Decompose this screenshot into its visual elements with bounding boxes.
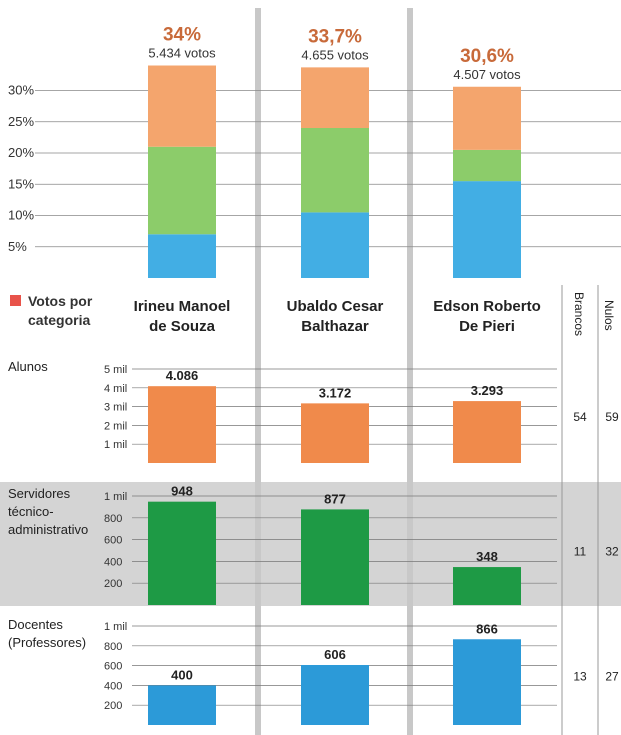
bar (301, 509, 369, 605)
nulos-value: 32 (605, 545, 619, 559)
total-percent-label: 33,7% (308, 26, 362, 47)
candidate-name: Ubaldo Cesar (287, 298, 384, 315)
y-tick-label: 400 (104, 680, 122, 692)
bar (453, 401, 521, 463)
y-tick-label: 600 (104, 535, 122, 547)
candidate-name: Edson Roberto (433, 298, 541, 315)
category-label: (Professores) (8, 635, 86, 650)
bar-value-label: 400 (171, 667, 193, 682)
y-tick-label: 600 (104, 661, 122, 673)
y-tick-label: 4 mil (104, 383, 127, 395)
brancos-value: 13 (573, 670, 587, 684)
stacked-bar-segment (301, 128, 369, 213)
nulos-value: 27 (605, 670, 619, 684)
bar (301, 403, 369, 463)
stacked-bar-segment (301, 67, 369, 128)
legend-label: Votos por (28, 293, 93, 309)
brancos-value: 54 (573, 410, 587, 424)
bar (148, 386, 216, 463)
stacked-bar-segment (148, 146, 216, 235)
bar (453, 639, 521, 725)
stacked-bar-segment (301, 212, 369, 278)
bar-value-label: 3.293 (471, 383, 504, 398)
legend-label: categoria (28, 312, 90, 328)
y-tick-label: 200 (104, 578, 122, 590)
y-tick-label: 200 (104, 700, 122, 712)
stacked-bar-segment (453, 86, 521, 150)
brancos-header: Brancos (572, 292, 586, 336)
category-label: Servidores (8, 486, 71, 501)
y-tick-label: 1 mil (104, 439, 127, 451)
stacked-bar-segment (148, 234, 216, 278)
candidate-name: Irineu Manoel (134, 298, 231, 315)
bar-value-label: 877 (324, 491, 346, 506)
nulos-value: 59 (605, 410, 619, 424)
bar (148, 685, 216, 725)
category-label: Alunos (8, 359, 48, 374)
bar-value-label: 866 (476, 621, 498, 636)
y-tick-label: 30% (8, 83, 34, 98)
y-tick-label: 1 mil (104, 621, 127, 633)
bar-value-label: 4.086 (166, 368, 199, 383)
y-tick-label: 800 (104, 513, 122, 525)
total-percent-label: 30,6% (460, 46, 514, 67)
y-tick-label: 15% (8, 176, 34, 191)
candidate-name: de Souza (149, 318, 216, 335)
bar-value-label: 348 (476, 549, 498, 564)
bar-value-label: 606 (324, 647, 346, 662)
y-tick-label: 25% (8, 114, 34, 129)
category-label: administrativo (8, 522, 88, 537)
y-tick-label: 10% (8, 208, 34, 223)
nulos-header: Nulos (602, 300, 616, 331)
stacked-bar-segment (453, 181, 521, 278)
y-tick-label: 400 (104, 556, 122, 568)
bar (301, 665, 369, 725)
y-tick-label: 20% (8, 145, 34, 160)
y-tick-label: 800 (104, 641, 122, 653)
stacked-bar-segment (148, 65, 216, 147)
stacked-bar-segment (453, 149, 521, 182)
bar-value-label: 948 (171, 484, 193, 499)
category-label: técnico- (8, 504, 54, 519)
total-votes-label: 4.655 votos (301, 47, 369, 62)
y-tick-label: 3 mil (104, 402, 127, 414)
brancos-value: 11 (574, 545, 587, 559)
y-tick-label: 1 mil (104, 491, 127, 503)
bar-value-label: 3.172 (319, 385, 352, 400)
bar (453, 567, 521, 605)
total-votes-label: 4.507 votos (453, 67, 521, 82)
total-percent-label: 34% (163, 25, 201, 46)
candidate-name: De Pieri (459, 318, 515, 335)
column-divider (255, 8, 261, 735)
total-votes-label: 5.434 votos (148, 46, 216, 61)
y-tick-label: 2 mil (104, 420, 127, 432)
legend-square (10, 295, 21, 306)
y-tick-label: 5% (8, 239, 27, 254)
y-tick-label: 5 mil (104, 364, 127, 376)
bar (148, 501, 216, 605)
column-divider (407, 8, 413, 735)
candidate-name: Balthazar (301, 318, 369, 335)
category-label: Docentes (8, 617, 63, 632)
